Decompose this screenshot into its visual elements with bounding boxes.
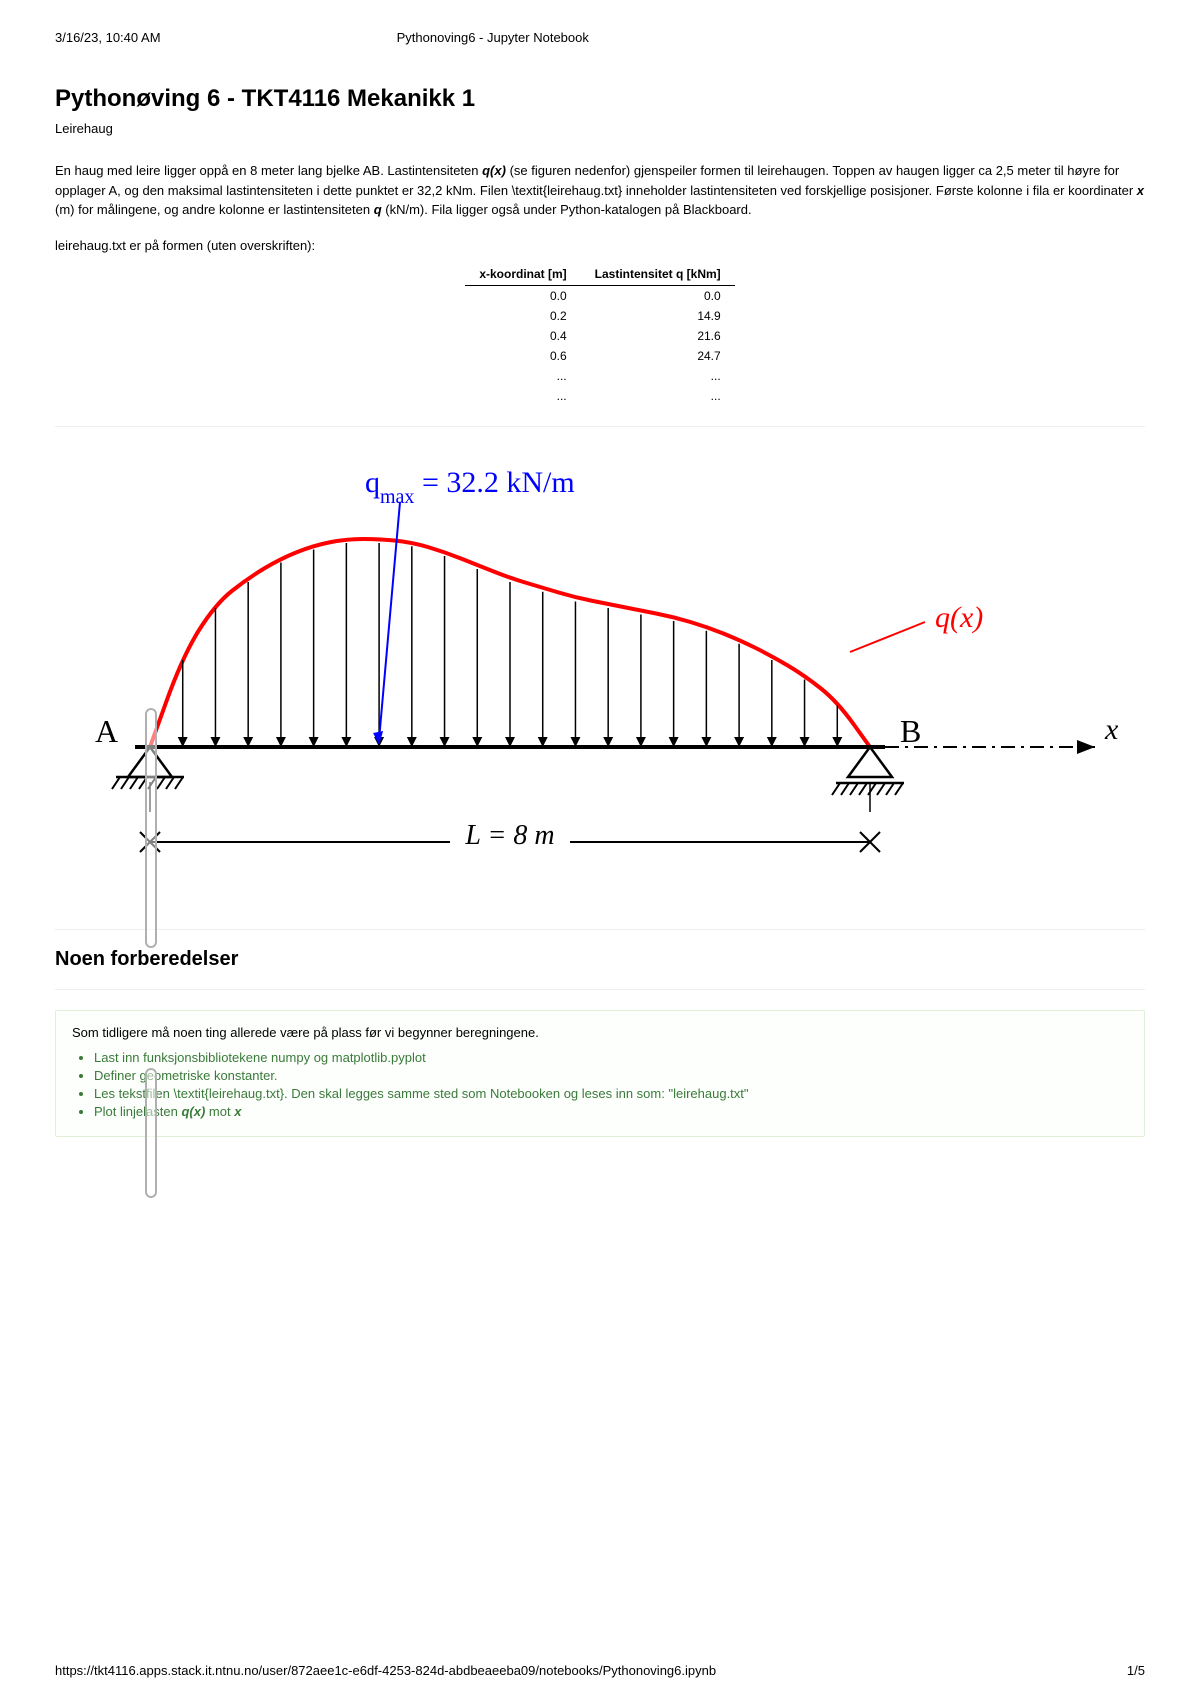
svg-text:x: x [1104, 713, 1119, 746]
table-row: 0.214.9 [465, 306, 734, 326]
cell-intro: Som tidligere må noen ting allerede være… [72, 1025, 1128, 1040]
cell-list-item: Plot linjelasten q(x) mot x [94, 1104, 1128, 1119]
table-row: ...... [465, 386, 734, 406]
intro-paragraph: En haug med leire ligger oppå en 8 meter… [55, 161, 1145, 220]
page-title: Pythonøving 6 - TKT4116 Mekanikk 1 [55, 85, 1145, 113]
beam-diagram: A Bx L = 8 m q(x) qmax = 32.2 kN/m [55, 437, 1145, 917]
table-row: 0.624.7 [465, 346, 734, 366]
svg-text:q(x): q(x) [935, 601, 983, 634]
table-row: ...... [465, 366, 734, 386]
cell-list-item: Les tekstfilen \textit{leirehaug.txt}. D… [94, 1086, 1128, 1101]
col1-header: x-koordinat [m] [465, 263, 580, 286]
paperclip-overlay [145, 708, 157, 948]
table-row: 0.00.0 [465, 285, 734, 306]
instruction-cell: Som tidligere må noen ting allerede være… [55, 1010, 1145, 1137]
table-row: 0.421.6 [465, 326, 734, 346]
cell-list-item: Definer geometriske konstanter. [94, 1068, 1128, 1083]
col2-header: Lastintensitet q [kNm] [581, 263, 735, 286]
svg-text:B: B [900, 713, 921, 749]
header-date: 3/16/23, 10:40 AM [55, 30, 161, 45]
paperclip-overlay [145, 1068, 157, 1198]
separator-3 [55, 989, 1145, 990]
footer-url: https://tkt4116.apps.stack.it.ntnu.no/us… [55, 1663, 716, 1678]
cell-list: Last inn funksjonsbibliotekene numpy og … [72, 1050, 1128, 1119]
subtitle: Leirehaug [55, 121, 1145, 136]
svg-text:L = 8 m: L = 8 m [464, 820, 554, 851]
page: 3/16/23, 10:40 AM Pythonoving6 - Jupyter… [0, 0, 1200, 1698]
separator [55, 426, 1145, 427]
print-header: 3/16/23, 10:40 AM Pythonoving6 - Jupyter… [55, 30, 1145, 45]
section-heading: Noen forberedelser [55, 948, 1145, 971]
print-footer: https://tkt4116.apps.stack.it.ntnu.no/us… [55, 1663, 1145, 1678]
footer-page: 1/5 [1127, 1663, 1145, 1678]
data-table: x-koordinat [m] Lastintensitet q [kNm] 0… [465, 263, 734, 406]
svg-text:qmax = 32.2 kN/m: qmax = 32.2 kN/m [365, 466, 575, 508]
form-note: leirehaug.txt er på formen (uten overskr… [55, 238, 1145, 253]
header-title: Pythonoving6 - Jupyter Notebook [397, 30, 589, 45]
separator-2 [55, 929, 1145, 930]
cell-list-item: Last inn funksjonsbibliotekene numpy og … [94, 1050, 1128, 1065]
svg-text:A: A [95, 713, 118, 749]
